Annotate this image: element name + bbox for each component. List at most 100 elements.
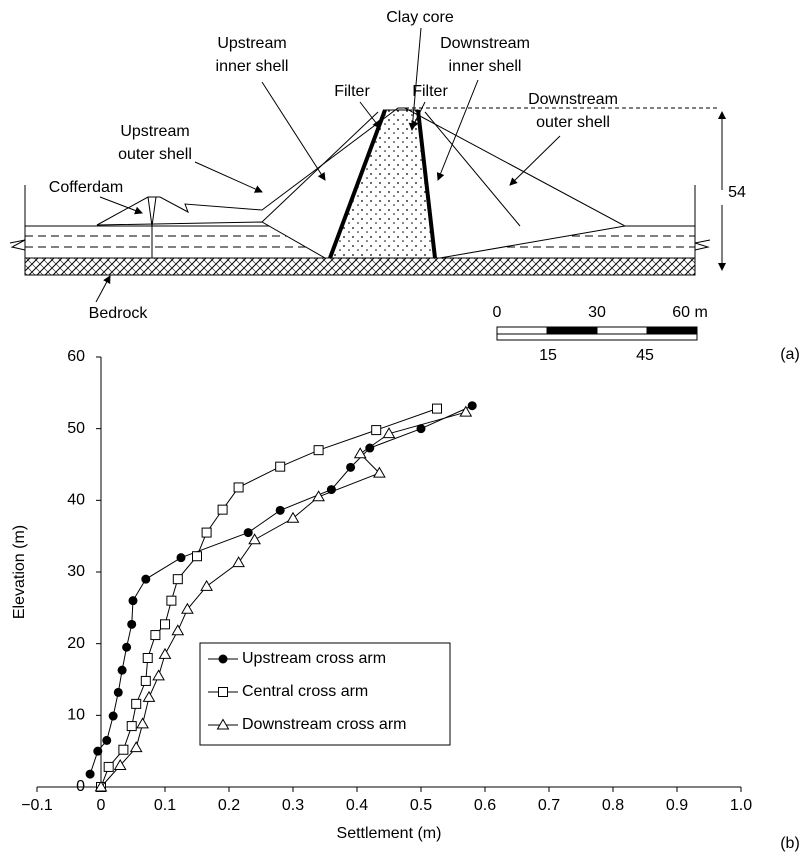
x-tick-label: 0.5 bbox=[410, 797, 432, 814]
marker bbox=[127, 619, 137, 629]
marker bbox=[131, 698, 142, 709]
filter bbox=[416, 109, 437, 259]
marker bbox=[326, 485, 336, 495]
x-tick-label: 0.4 bbox=[346, 797, 368, 814]
bedrock bbox=[24, 257, 696, 276]
marker bbox=[118, 744, 129, 755]
x-tick-label: 0.2 bbox=[218, 797, 240, 814]
scale-label: 30 bbox=[588, 304, 606, 321]
shell-boundary bbox=[261, 111, 521, 227]
diagram-label: outer shell bbox=[536, 114, 610, 131]
marker bbox=[152, 669, 165, 681]
marker bbox=[171, 624, 185, 636]
marker bbox=[353, 447, 367, 459]
diagram-label: outer shell bbox=[118, 146, 192, 163]
x-tick-label: 0.3 bbox=[282, 797, 304, 814]
panel-label: (a) bbox=[780, 346, 800, 363]
marker bbox=[382, 427, 396, 439]
diagram-label: Bedrock bbox=[89, 305, 149, 322]
break-mark bbox=[9, 239, 26, 251]
marker bbox=[232, 556, 245, 568]
marker bbox=[432, 403, 442, 414]
marker bbox=[312, 490, 325, 502]
marker bbox=[192, 551, 202, 562]
x-tick-label: 0 bbox=[97, 797, 106, 814]
scale-label: 15 bbox=[539, 347, 557, 364]
marker bbox=[136, 717, 149, 729]
filter bbox=[328, 109, 387, 259]
y-tick-label: 50 bbox=[67, 420, 85, 437]
marker bbox=[217, 504, 228, 515]
marker bbox=[142, 690, 156, 702]
diagram-label: Downstream bbox=[440, 35, 530, 52]
marker bbox=[346, 462, 356, 472]
scale-label: 60 m bbox=[672, 304, 708, 321]
marker bbox=[172, 574, 183, 585]
x-tick-label: 0.9 bbox=[666, 797, 688, 814]
legend-label: Upstream cross arm bbox=[242, 650, 386, 667]
marker bbox=[286, 511, 300, 523]
series bbox=[94, 405, 473, 792]
y-tick-label: 20 bbox=[67, 635, 85, 652]
x-tick-label: −0.1 bbox=[21, 797, 53, 814]
scale-label: 45 bbox=[636, 347, 654, 364]
x-tick-label: 0.7 bbox=[538, 797, 560, 814]
marker bbox=[166, 595, 177, 606]
break-mark bbox=[694, 239, 711, 251]
diagram-label: Filter bbox=[412, 83, 448, 100]
marker bbox=[201, 527, 212, 538]
marker bbox=[373, 466, 386, 478]
marker bbox=[122, 642, 132, 652]
series bbox=[85, 401, 477, 779]
diagram-label: inner shell bbox=[216, 58, 289, 75]
marker bbox=[108, 711, 118, 721]
diagram-label: Filter bbox=[334, 83, 370, 100]
x-tick-label: 0.6 bbox=[474, 797, 496, 814]
y-tick-label: 60 bbox=[67, 348, 85, 365]
marker bbox=[94, 780, 108, 792]
marker bbox=[102, 735, 112, 745]
dam-section bbox=[9, 27, 726, 341]
y-tick-label: 0 bbox=[76, 778, 85, 795]
marker bbox=[140, 675, 151, 686]
marker bbox=[467, 401, 477, 411]
marker bbox=[313, 445, 324, 456]
scale-label: 0 bbox=[493, 304, 502, 321]
marker bbox=[85, 769, 95, 779]
marker bbox=[275, 505, 285, 515]
marker bbox=[216, 718, 230, 730]
diagram-label: Clay core bbox=[386, 9, 454, 26]
marker bbox=[371, 425, 382, 436]
marker bbox=[158, 647, 172, 659]
y-tick-label: 40 bbox=[67, 492, 85, 509]
y-tick-label: 30 bbox=[67, 563, 85, 580]
diagram-label: Upstream bbox=[120, 123, 189, 140]
height-label: 54 bbox=[728, 184, 746, 201]
marker bbox=[113, 687, 123, 697]
marker bbox=[218, 687, 228, 697]
panel-label: (b) bbox=[780, 835, 800, 852]
x-tick-label: 1.0 bbox=[730, 797, 752, 814]
diagram-label: Downstream bbox=[528, 91, 618, 108]
x-tick-label: 0.1 bbox=[154, 797, 176, 814]
marker bbox=[142, 653, 153, 663]
legend-label: Downstream cross arm bbox=[242, 716, 406, 733]
x-tick-label: 0.8 bbox=[602, 797, 624, 814]
marker bbox=[126, 721, 137, 732]
marker bbox=[128, 596, 138, 606]
diagram-label: inner shell bbox=[449, 58, 522, 75]
legend-box bbox=[199, 642, 451, 746]
marker bbox=[275, 461, 286, 472]
marker bbox=[218, 654, 228, 664]
marker bbox=[150, 630, 161, 641]
legend: Upstream cross arm Central cross arm Downs… bbox=[199, 642, 451, 746]
arrows bbox=[95, 27, 561, 303]
y-tick-label: 10 bbox=[67, 707, 85, 724]
marker bbox=[117, 665, 127, 675]
cofferdam-core bbox=[147, 196, 157, 258]
scale-bar bbox=[496, 326, 698, 341]
marker bbox=[129, 741, 143, 753]
y-axis-label: Elevation (m) bbox=[11, 525, 28, 619]
marker bbox=[103, 761, 114, 772]
